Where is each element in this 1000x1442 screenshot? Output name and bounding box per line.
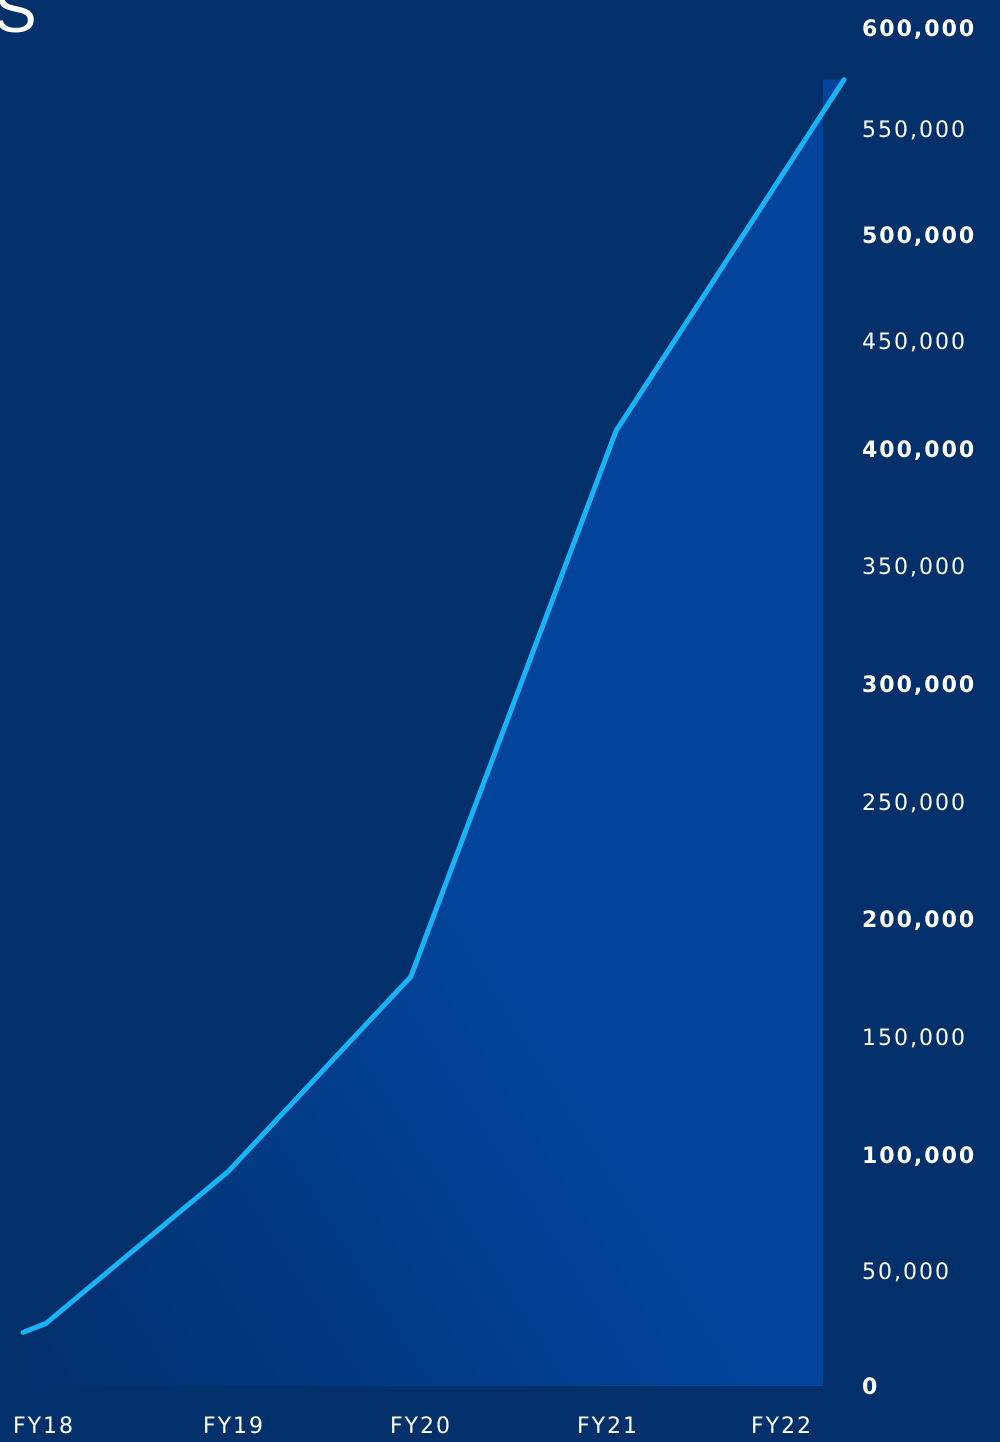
x-tick-label: FY19: [203, 1414, 265, 1439]
y-tick-label: 400,000: [862, 438, 976, 463]
y-tick-label: 550,000: [862, 118, 967, 143]
y-tick-label: 350,000: [862, 555, 967, 580]
x-tick-label: FY20: [390, 1414, 452, 1439]
x-tick-label: FY22: [751, 1414, 813, 1439]
series-line: [20, 77, 847, 1335]
area-layer: [23, 79, 844, 1387]
y-tick-label: 200,000: [862, 908, 976, 933]
area-fill: [23, 79, 844, 1387]
y-tick-label: 300,000: [862, 673, 976, 698]
line-layer: [20, 77, 847, 1335]
y-tick-label: 50,000: [862, 1260, 951, 1285]
y-tick-label: 0: [862, 1375, 879, 1400]
title-fragment: S: [0, 0, 37, 46]
y-tick-label: 450,000: [862, 330, 967, 355]
y-tick-label: 600,000: [862, 17, 976, 42]
y-tick-layer: 0 50,000 100,000 150,000 200,000 250,000 300,0…: [862, 17, 976, 1400]
x-tick-layer: FY18 FY19 FY20 FY21 FY22: [13, 1414, 813, 1439]
y-tick-label: 150,000: [862, 1026, 967, 1051]
y-tick-label: 250,000: [862, 791, 967, 816]
x-tick-label: FY18: [13, 1414, 75, 1439]
y-tick-label: 100,000: [862, 1144, 976, 1169]
x-tick-label: FY21: [577, 1414, 639, 1439]
y-tick-label: 500,000: [862, 224, 976, 249]
